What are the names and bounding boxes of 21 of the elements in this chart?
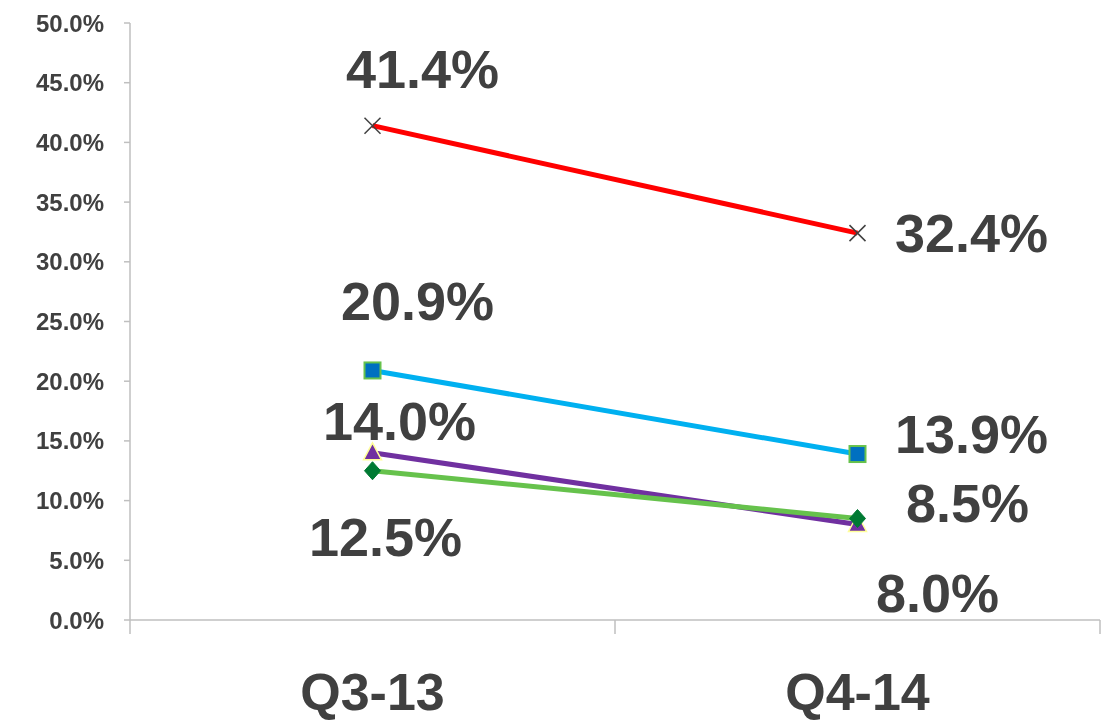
data-label: 8.5% [905,472,1030,533]
data-label: 12.5% [308,506,463,567]
y-tick-label: 50.0% [35,9,104,37]
y-tick-label: 45.0% [35,69,104,97]
y-tick-label: 30.0% [35,248,104,276]
y-tick-label: 25.0% [35,308,104,335]
y-tick-label: 20.0% [35,367,104,395]
data-label: 8.0% [875,563,1000,624]
x-tick-label: Q4-14 [785,663,930,721]
data-label: 20.9% [340,271,495,332]
y-tick-label: 35.0% [35,188,104,216]
data-label: 32.4% [894,203,1049,264]
y-tick-label: 15.0% [35,427,104,455]
data-label: 41.4% [345,38,500,99]
data-label: 14.0% [322,390,477,451]
y-tick-label: 0.0% [49,606,104,634]
x-tick-label: Q3-13 [300,663,445,721]
y-tick-label: 10.0% [35,487,104,515]
y-tick-label: 40.0% [35,128,104,156]
y-tick-label: 5.0% [49,546,104,574]
data-label: 13.9% [894,404,1049,465]
